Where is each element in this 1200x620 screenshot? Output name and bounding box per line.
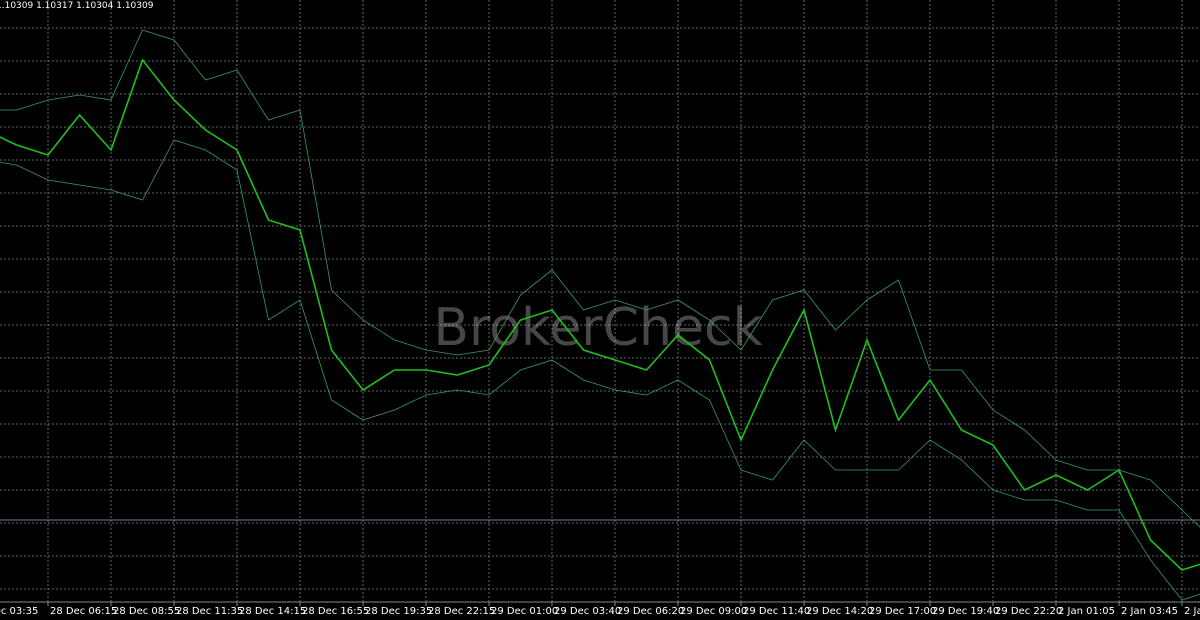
x-tick-label: 28 Dec 19:35 (365, 606, 432, 617)
x-tick-label: 29 Dec 06:20 (617, 606, 684, 617)
price-series (0, 29, 1200, 528)
x-tick-label: 2 Jan (1184, 606, 1200, 617)
x-tick-label: 28 Dec 06:15 (50, 606, 117, 617)
price-series (0, 58, 1200, 571)
x-tick-label: 29 Dec 17:00 (869, 606, 936, 617)
x-tick-label: 29 Dec 01:00 (491, 606, 558, 617)
header-quote: 1.10309 1.10317 1.10304 1.10309 (0, 1, 154, 11)
x-tick-label: 28 Dec 08:55 (113, 606, 180, 617)
x-tick-label: 29 Dec 14:20 (806, 606, 873, 617)
x-tick-label: 28 Dec 22:15 (428, 606, 495, 617)
x-tick-label: Dec 03:35 (0, 606, 38, 617)
x-tick-label: 29 Dec 19:40 (932, 606, 999, 617)
watermark: BrokerCheck (433, 298, 762, 358)
x-tick-label: 29 Dec 11:40 (743, 606, 810, 617)
x-tick-label: 29 Dec 22:20 (995, 606, 1062, 617)
x-tick-label: 2 Jan 01:05 (1058, 606, 1115, 617)
x-tick-label: 28 Dec 16:55 (302, 606, 369, 617)
x-tick-label: 2 Jan 03:45 (1121, 606, 1178, 617)
x-tick-label: 28 Dec 11:35 (176, 606, 243, 617)
x-tick-label: 29 Dec 03:40 (554, 606, 621, 617)
price-series (0, 139, 1200, 601)
x-tick-label: 29 Dec 09:00 (680, 606, 747, 617)
grid (0, 0, 1200, 602)
x-tick-label: 28 Dec 14:15 (239, 606, 306, 617)
plot (0, 29, 1200, 601)
